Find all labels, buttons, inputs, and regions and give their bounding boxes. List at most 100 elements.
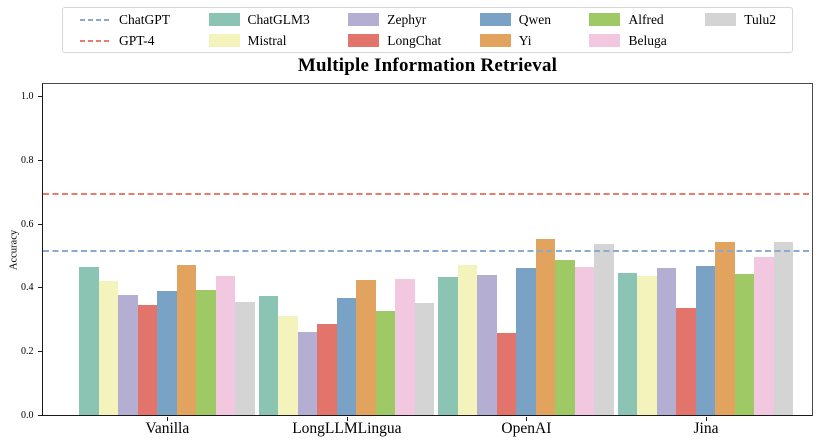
x-tick-longllmlingua	[346, 416, 348, 421]
legend-label: ChatGPT	[119, 12, 171, 27]
x-tick-vanilla	[167, 416, 169, 421]
y-tick-label-0.0: 0.0	[21, 409, 34, 421]
bar-zephyr-jina	[656, 268, 677, 415]
legend-entry-qwen: Qwen	[479, 10, 551, 29]
bar-zephyr-vanilla	[118, 294, 138, 415]
bar-longchat-longllmlingua	[317, 323, 337, 415]
y-tick-label-0.2: 0.2	[21, 345, 34, 357]
bar-alfred-jina	[734, 274, 755, 415]
color-swatch-icon	[208, 13, 240, 26]
reference-line-gpt-4	[43, 192, 812, 195]
legend-entry-chatglm3: ChatGLM3	[208, 10, 310, 29]
legend-label: Qwen	[518, 12, 551, 27]
bar-qwen-jina	[695, 266, 716, 415]
legend-column: ChatGLM3 Mistral	[208, 10, 310, 50]
color-swatch-icon	[348, 34, 380, 47]
bar-beluga-jina	[754, 256, 774, 415]
legend-entry-alfred: Alfred	[589, 10, 666, 29]
reference-line-chatgpt	[43, 250, 812, 252]
bar-zephyr-longllmlingua	[297, 331, 318, 415]
legend-label: Beluga	[628, 33, 667, 48]
color-swatch-icon	[589, 13, 621, 26]
legend-column: Qwen Yi	[479, 10, 551, 50]
legend-entry-gpt-4: GPT-4	[80, 31, 170, 50]
legend-entry-mistral: Mistral	[208, 31, 310, 50]
legend-label: LongChat	[387, 33, 442, 48]
color-swatch-icon	[479, 34, 511, 47]
bar-tulu2-vanilla	[235, 302, 255, 415]
bar-beluga-openai	[574, 267, 595, 415]
dashed-line-swatch-icon	[80, 18, 111, 21]
plot-area	[42, 83, 813, 416]
legend-label: Yi	[518, 33, 532, 48]
y-axis-label: Accuracy	[8, 229, 20, 271]
legend-column: Zephyr LongChat	[348, 10, 441, 50]
legend-entry-longchat: LongChat	[348, 31, 441, 50]
bar-longchat-openai	[496, 333, 517, 415]
bar-yi-vanilla	[176, 264, 197, 415]
y-tick-0.4	[37, 287, 42, 289]
legend-label: Tulu2	[744, 12, 776, 27]
bar-alfred-longllmlingua	[375, 310, 396, 415]
legend-entry-tulu2: Tulu2	[705, 10, 776, 29]
chart-title: Multiple Information Retrieval	[297, 55, 558, 76]
bar-mistral-openai	[457, 264, 478, 415]
y-tick-0.0	[37, 414, 42, 416]
y-tick-0.2	[37, 350, 42, 352]
y-tick-label-0.4: 0.4	[21, 282, 34, 294]
legend-label: Alfred	[628, 12, 664, 27]
bar-yi-longllmlingua	[356, 280, 376, 415]
bar-mistral-longllmlingua	[278, 315, 298, 415]
bar-yi-jina	[715, 242, 735, 415]
bar-chatglm3-openai	[438, 276, 458, 415]
color-swatch-icon	[479, 13, 511, 26]
bar-longchat-jina	[676, 308, 696, 415]
bar-beluga-vanilla	[215, 275, 236, 415]
bar-chatglm3-jina	[617, 273, 638, 415]
color-swatch-icon	[589, 34, 621, 47]
bar-tulu2-jina	[773, 242, 794, 415]
legend-column: ChatGPT GPT-4	[80, 10, 170, 50]
bar-chatglm3-vanilla	[79, 267, 99, 415]
bar-yi-openai	[535, 239, 556, 415]
bar-mistral-jina	[637, 275, 657, 415]
y-tick-1.0	[37, 96, 42, 98]
legend-label: Mistral	[247, 33, 287, 48]
bar-qwen-vanilla	[157, 290, 177, 415]
legend-column: Alfred Beluga	[589, 10, 667, 50]
dashed-line-swatch-icon	[80, 39, 111, 42]
y-tick-label-0.6: 0.6	[21, 218, 34, 230]
legend-entry-zephyr: Zephyr	[348, 10, 441, 29]
bar-longchat-vanilla	[137, 304, 158, 415]
bar-mistral-vanilla	[98, 281, 119, 415]
legend-column: Tulu2	[705, 10, 776, 50]
bar-qwen-openai	[516, 267, 536, 415]
x-tick-label-jina: Jina	[693, 420, 719, 437]
bar-chatglm3-longllmlingua	[258, 295, 279, 415]
legend-label: ChatGLM3	[247, 12, 310, 27]
color-swatch-icon	[705, 13, 737, 26]
bar-beluga-longllmlingua	[395, 278, 415, 415]
bar-alfred-vanilla	[196, 289, 216, 415]
bar-alfred-openai	[555, 260, 575, 415]
legend-label: Zephyr	[387, 12, 427, 27]
color-swatch-icon	[208, 34, 240, 47]
legend-entry-beluga: Beluga	[589, 31, 667, 50]
x-tick-label-vanilla: Vanilla	[145, 420, 190, 437]
color-swatch-icon	[348, 13, 380, 26]
x-tick-openai	[526, 416, 528, 421]
x-tick-label-openai: OpenAI	[501, 420, 552, 437]
x-tick-label-longllmlingua: LongLLMLingua	[292, 420, 402, 437]
y-tick-0.8	[37, 159, 42, 161]
y-tick-0.6	[37, 223, 42, 225]
legend-entry-chatgpt: ChatGPT	[80, 10, 170, 29]
bar-qwen-longllmlingua	[336, 298, 357, 415]
legend-label: GPT-4	[119, 33, 155, 48]
x-tick-jina	[706, 416, 707, 421]
chart-legend: ChatGPT GPT-4 ChatGLM3 Mistral Zephyr LongCha…	[62, 7, 793, 53]
legend-entry-yi: Yi	[479, 31, 551, 50]
bar-zephyr-openai	[477, 275, 497, 415]
y-tick-label-1.0: 1.0	[21, 91, 34, 103]
bar-tulu2-openai	[594, 244, 614, 415]
